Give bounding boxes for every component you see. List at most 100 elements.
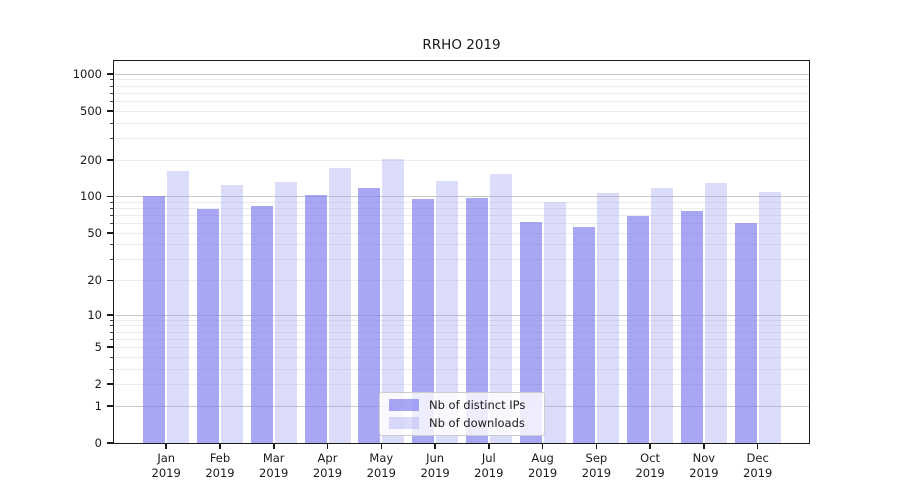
minor-gridline <box>114 280 809 281</box>
y-axis-minor-tick <box>109 122 113 124</box>
y-axis-tick <box>107 279 113 281</box>
bar-downloads-mar <box>274 182 297 443</box>
legend-label-distinct-ips: Nb of distinct IPs <box>429 398 526 412</box>
minor-gridline <box>114 259 809 261</box>
y-axis-minor-tick <box>109 338 113 340</box>
y-axis-tick-label: 500 <box>80 103 102 118</box>
x-axis-tick-label: Aug 2019 <box>527 451 558 480</box>
bar-distinct-ips-dec <box>734 223 757 443</box>
y-axis-tick <box>107 195 113 198</box>
y-axis-tick <box>107 314 113 316</box>
y-axis-tick <box>107 159 113 161</box>
x-axis-tick-label: Feb 2019 <box>205 451 235 480</box>
bar-distinct-ips-oct <box>627 215 650 443</box>
minor-gridline <box>114 325 809 327</box>
legend-entry-distinct-ips: Nb of distinct IPs <box>389 398 535 412</box>
bar-distinct-ips-sep <box>573 226 596 443</box>
x-axis-tick <box>756 444 759 449</box>
x-axis-tick-label: Sep 2019 <box>581 451 612 480</box>
x-axis-tick-label: Jun 2019 <box>420 451 450 480</box>
legend-swatch-distinct-ips <box>389 399 419 411</box>
y-axis-tick <box>107 383 113 385</box>
y-axis-tick <box>107 405 113 407</box>
x-axis-tick <box>434 444 436 449</box>
x-axis-tick-label: May 2019 <box>366 451 396 480</box>
y-axis-minor-tick <box>109 368 113 370</box>
y-axis-minor-tick <box>109 92 113 94</box>
y-axis-tick-label: 1 <box>94 398 102 413</box>
y-axis-minor-tick <box>109 215 113 216</box>
minor-gridline <box>114 319 809 321</box>
x-axis-tick <box>595 444 598 449</box>
y-axis-tick <box>107 110 113 112</box>
x-axis-tick <box>541 444 544 449</box>
minor-gridline <box>114 208 809 209</box>
minor-gridline <box>114 383 809 385</box>
y-axis-tick <box>107 442 113 444</box>
y-axis-minor-tick <box>109 208 113 209</box>
y-axis-minor-tick <box>109 85 113 87</box>
x-axis-tick-label: Nov 2019 <box>689 451 719 480</box>
minor-gridline <box>114 223 809 225</box>
y-axis-minor-tick <box>109 259 113 261</box>
minor-gridline <box>114 101 809 102</box>
major-gridline <box>114 196 809 198</box>
x-axis-tick <box>219 444 221 449</box>
minor-gridline <box>114 201 809 203</box>
bar-distinct-ips-feb <box>197 208 219 443</box>
y-axis-tick-label: 50 <box>87 225 102 240</box>
minor-gridline <box>114 338 809 340</box>
minor-gridline <box>114 215 809 216</box>
x-axis-tick-label: Apr 2019 <box>312 451 343 480</box>
y-axis-tick-label: 100 <box>80 189 102 204</box>
y-axis-minor-tick <box>109 223 113 225</box>
bar-downloads-feb <box>221 184 243 443</box>
legend: Nb of distinct IPs Nb of downloads <box>379 392 545 436</box>
bar-downloads-aug <box>543 202 566 443</box>
y-axis-tick-label: 0 <box>94 435 102 450</box>
bar-downloads-jul <box>489 173 512 443</box>
y-axis-tick <box>107 346 113 348</box>
bar-distinct-ips-jun <box>412 198 435 443</box>
bar-distinct-ips-may <box>358 187 381 443</box>
y-axis-tick <box>107 73 113 75</box>
bar-distinct-ips-mar <box>250 206 273 443</box>
minor-gridline <box>114 346 809 348</box>
bar-distinct-ips-jan <box>143 196 166 443</box>
bar-distinct-ips-aug <box>519 222 542 443</box>
minor-gridline <box>114 92 809 94</box>
y-axis-minor-tick <box>109 325 113 327</box>
bar-distinct-ips-jul <box>465 197 488 443</box>
y-axis-minor-tick <box>109 331 113 333</box>
x-axis-tick-label: Dec 2019 <box>743 451 773 480</box>
y-axis-tick-label: 20 <box>87 273 102 287</box>
x-axis-tick-label: Oct 2019 <box>635 451 665 480</box>
y-axis-minor-tick <box>109 356 113 358</box>
legend-label-downloads: Nb of downloads <box>429 416 525 430</box>
x-axis-tick <box>488 444 490 449</box>
y-axis-tick-label: 2 <box>94 376 102 391</box>
bar-downloads-dec <box>758 192 781 443</box>
y-axis-tick-label: 1000 <box>72 66 102 81</box>
y-axis-minor-tick <box>109 319 113 321</box>
minor-gridline <box>114 331 809 333</box>
bar-downloads-nov <box>704 182 727 443</box>
y-axis-minor-tick <box>109 244 113 246</box>
bar-downloads-sep <box>597 193 620 443</box>
minor-gridline <box>114 232 809 234</box>
x-axis-tick <box>326 444 329 449</box>
x-axis-tick <box>273 444 275 449</box>
x-axis-tick <box>165 444 167 449</box>
bar-distinct-ips-nov <box>680 211 703 443</box>
minor-gridline <box>114 137 809 139</box>
y-axis-minor-tick <box>109 137 113 139</box>
major-gridline <box>114 73 809 75</box>
x-axis-tick-label: Mar 2019 <box>259 451 289 480</box>
x-axis-tick-label: Jan 2019 <box>151 451 181 480</box>
bar-downloads-apr <box>328 168 351 443</box>
x-axis-tick <box>703 444 705 449</box>
x-axis-tick-label: Jul 2019 <box>474 451 504 480</box>
minor-gridline <box>114 79 809 81</box>
bar-downloads-jun <box>436 180 459 443</box>
